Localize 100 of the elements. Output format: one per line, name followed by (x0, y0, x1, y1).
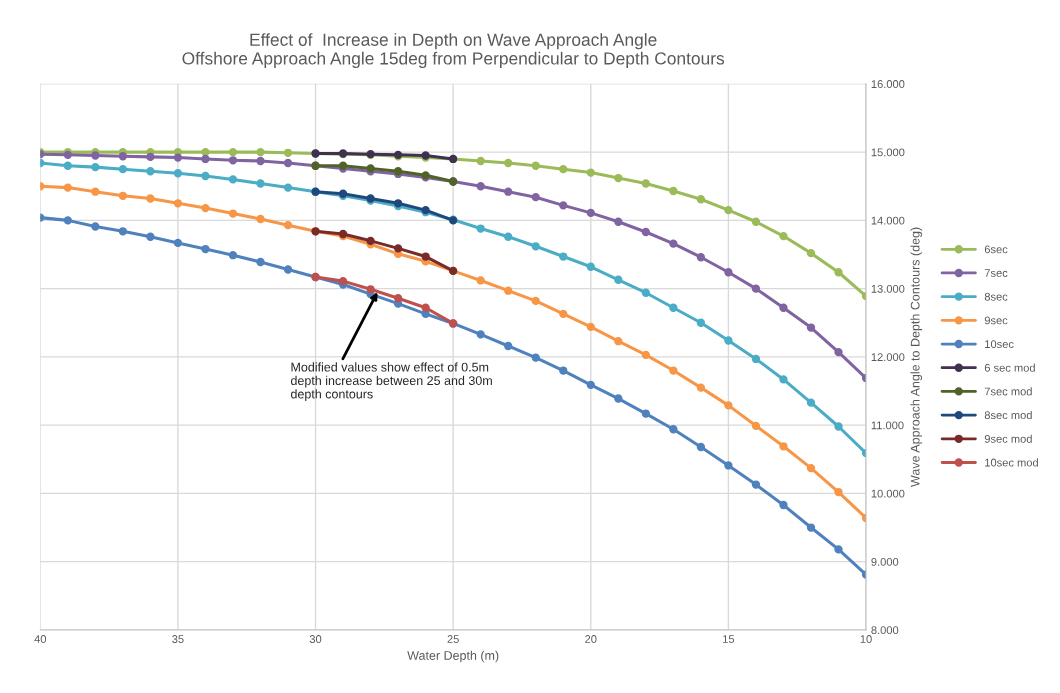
x-axis-title: Water Depth (m) (407, 650, 499, 663)
point (586, 380, 595, 390)
y-tick-label: 11.000 (871, 421, 904, 430)
chart-title: Effect of Increase in Depth on Wave Approach Angle Offshore Approach Angle 15deg from Perpendicular to Depth Contours (182, 33, 725, 69)
point (696, 442, 706, 452)
point (63, 161, 72, 170)
point (586, 208, 595, 218)
point (641, 288, 650, 297)
point (779, 303, 788, 312)
point (724, 205, 733, 215)
x-tick-label: 10 (860, 635, 872, 643)
point (504, 286, 513, 295)
point (614, 394, 623, 403)
point (641, 179, 650, 188)
point (696, 318, 706, 327)
point (393, 294, 403, 303)
point (806, 523, 816, 532)
point (751, 480, 761, 489)
point (421, 252, 430, 261)
point (476, 156, 485, 166)
point (724, 268, 733, 277)
point (146, 167, 155, 176)
point (751, 354, 761, 364)
point (504, 158, 513, 168)
point (91, 151, 100, 160)
point (586, 262, 595, 271)
point (283, 183, 293, 192)
point (91, 187, 100, 196)
point (559, 309, 568, 319)
point (173, 153, 183, 162)
point (504, 232, 513, 241)
x-tick-label: 20 (585, 635, 597, 643)
x-tick-label: 40 (34, 635, 47, 643)
legend-label: 8sec (984, 292, 1008, 301)
point (118, 191, 128, 200)
point (641, 409, 650, 418)
point (421, 303, 430, 312)
legend-label: 9sec mod (984, 434, 1032, 443)
point (806, 463, 816, 473)
point (586, 322, 595, 332)
y-tick-label: 13.000 (871, 284, 905, 293)
point (173, 238, 183, 248)
y-tick-label: 12.000 (871, 353, 905, 362)
point (476, 224, 485, 233)
point (256, 156, 265, 166)
point (283, 148, 293, 157)
point (201, 171, 210, 181)
point (559, 201, 568, 210)
x-tick-label: 35 (172, 635, 184, 643)
point (393, 244, 403, 253)
point (146, 232, 155, 241)
point (91, 162, 100, 172)
point (91, 222, 100, 231)
point (63, 183, 72, 192)
point (283, 158, 293, 168)
point (146, 152, 155, 162)
point (146, 194, 155, 203)
point (531, 296, 540, 306)
point (531, 242, 540, 251)
annotation: Modified values show effect of 0.5m depth increase between 25 and 30m depth contours (291, 362, 492, 401)
point (724, 401, 733, 410)
point (173, 199, 183, 208)
point (476, 276, 485, 285)
point (614, 173, 623, 183)
point (228, 209, 238, 218)
point (228, 175, 238, 184)
y-tick-label: 14.000 (871, 216, 905, 225)
point (338, 276, 348, 286)
point (201, 244, 210, 254)
point (641, 227, 650, 237)
point (669, 239, 678, 248)
point (173, 169, 183, 178)
point (559, 165, 568, 174)
point (531, 193, 540, 202)
point (476, 182, 485, 191)
point (559, 252, 568, 261)
point (201, 203, 210, 213)
legend-label: 10sec (985, 340, 1014, 349)
point (228, 156, 238, 165)
point (779, 375, 788, 384)
point (751, 284, 761, 293)
point (228, 251, 238, 260)
point (614, 217, 623, 226)
point (779, 231, 788, 241)
point (834, 487, 843, 497)
point (669, 186, 678, 196)
point (669, 425, 678, 434)
legend-label: 8sec mod (984, 410, 1032, 420)
point (751, 421, 761, 430)
point (366, 236, 375, 246)
y-tick-label: 15.000 (871, 148, 905, 157)
x-tick-label: 30 (309, 635, 322, 643)
y-axis-title: Wave Approach Angle to Depth Contours (deg) (910, 227, 923, 487)
point (366, 285, 375, 294)
legend-label: 7sec (984, 269, 1008, 277)
point (256, 257, 265, 267)
point (118, 152, 128, 161)
point (751, 217, 761, 226)
point (724, 461, 733, 470)
point (669, 366, 678, 375)
